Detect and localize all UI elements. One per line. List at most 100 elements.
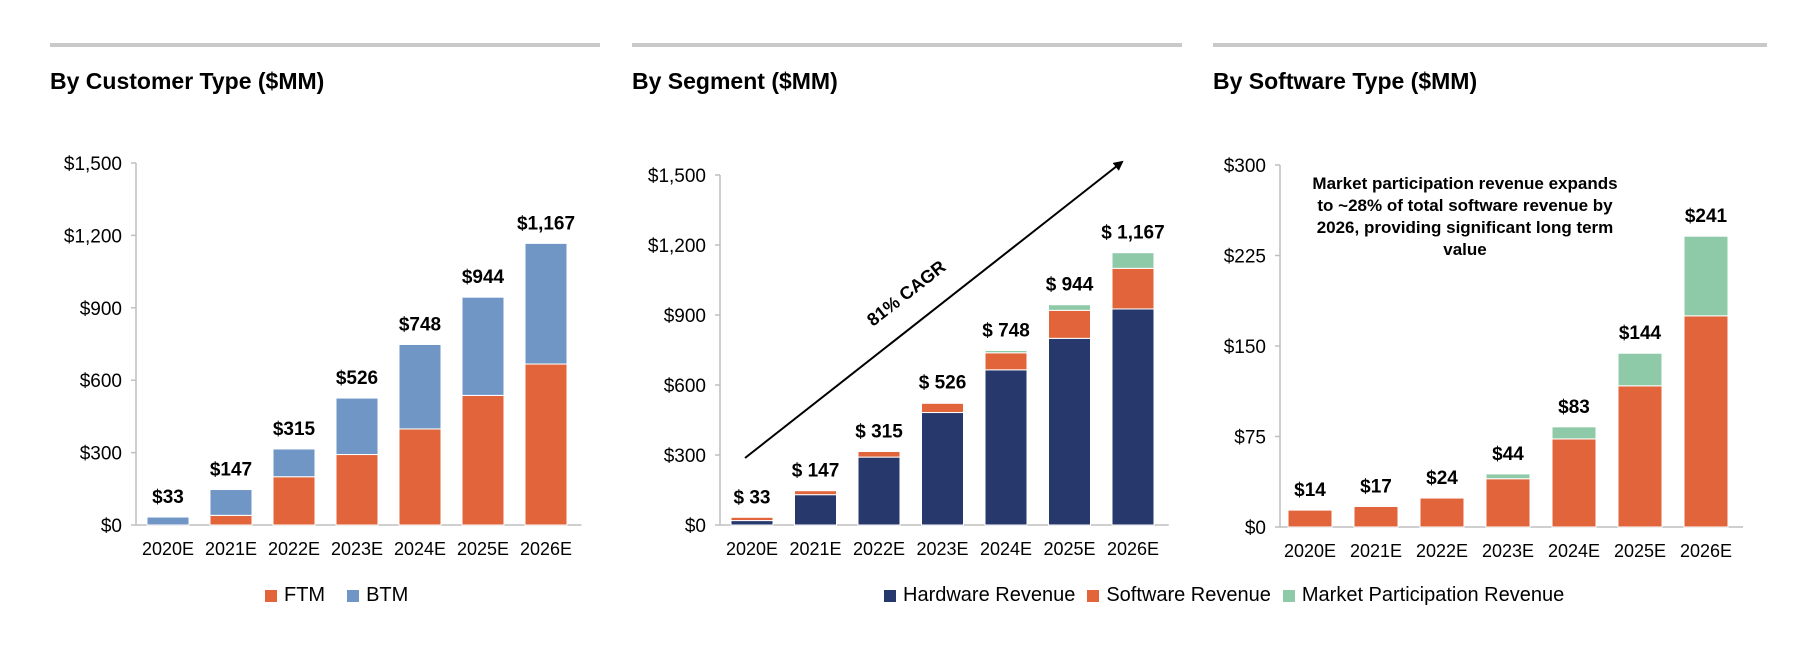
legend-item-hardware: Hardware Revenue bbox=[884, 584, 1075, 607]
legend-label-software: Software Revenue bbox=[1106, 584, 1271, 606]
bar-segment-btm bbox=[146, 516, 190, 526]
x-tick-label: 2020E bbox=[142, 539, 194, 559]
bar-total-label: $ 526 bbox=[919, 372, 967, 393]
bar-segment-software-revenue bbox=[1419, 497, 1465, 528]
bar-segment-btm bbox=[335, 397, 379, 456]
bar-segment-software-revenue bbox=[730, 516, 774, 522]
y-tick-label: $1,500 bbox=[64, 154, 122, 175]
bar-total-label: $ 1,167 bbox=[1101, 223, 1164, 244]
bar-total-label: $748 bbox=[399, 314, 441, 335]
bar-segment-ftm bbox=[398, 428, 442, 526]
x-tick-label: 2024E bbox=[1548, 541, 1600, 561]
y-tick-label: $300 bbox=[1224, 156, 1266, 177]
bar-segment-btm bbox=[209, 489, 253, 516]
panel1-title: By Customer Type ($MM) bbox=[50, 68, 325, 94]
y-tick-label: $75 bbox=[1234, 428, 1266, 449]
bar-total-label: $944 bbox=[462, 267, 505, 288]
panel3-title: By Software Type ($MM) bbox=[1213, 68, 1478, 94]
chart-customer-type: $0 $300 $600 $900 $1,200 $1,500 $33 2020E $147 20… bbox=[64, 154, 582, 559]
x-tick-label: 2021E bbox=[205, 539, 257, 559]
x-tick-label: 2025E bbox=[1043, 539, 1095, 559]
bar-total-label: $83 bbox=[1558, 397, 1590, 418]
panel1-top-rule bbox=[50, 43, 600, 47]
bar-segment-btm bbox=[461, 296, 505, 396]
bar-segment-market-participation-revenue bbox=[1617, 352, 1663, 387]
bar-total-label: $14 bbox=[1294, 480, 1326, 501]
panel2-title: By Segment ($MM) bbox=[632, 68, 838, 94]
legend-swatch-ftm bbox=[265, 589, 277, 602]
x-tick-label: 2023E bbox=[916, 539, 968, 559]
bar-segment-software-revenue bbox=[794, 490, 837, 496]
y-tick-label: $900 bbox=[80, 299, 122, 320]
bar-segment-software-revenue bbox=[1048, 309, 1091, 339]
bar-segment-software-revenue bbox=[1683, 315, 1729, 528]
x-tick-label: 2024E bbox=[980, 539, 1032, 559]
legend-item-btm: BTM bbox=[347, 584, 408, 607]
panel2-top-rule bbox=[632, 43, 1182, 47]
bar-segment-hardware-revenue bbox=[1111, 308, 1155, 526]
bar-segment-software-revenue bbox=[1485, 478, 1531, 528]
bar-segment-btm bbox=[272, 448, 316, 478]
bar-total-label: $147 bbox=[210, 460, 252, 481]
bar-total-label: $17 bbox=[1360, 476, 1392, 497]
bar-segment-market-participation-revenue bbox=[1551, 426, 1597, 440]
bar-total-label: $241 bbox=[1685, 206, 1728, 227]
x-tick-label: 2022E bbox=[853, 539, 905, 559]
y-tick-label: $225 bbox=[1224, 247, 1266, 268]
bar-segment-ftm bbox=[524, 363, 568, 526]
legend-item-market: Market Participation Revenue bbox=[1282, 584, 1565, 607]
x-tick-label: 2021E bbox=[1350, 541, 1402, 561]
y-tick-label: $1,500 bbox=[648, 166, 706, 187]
y-tick-label: $600 bbox=[80, 371, 122, 392]
bar-total-label: $33 bbox=[152, 487, 184, 508]
x-tick-label: 2026E bbox=[1107, 539, 1159, 559]
bar-segment-software-revenue bbox=[921, 402, 964, 414]
bar-segment-software-revenue bbox=[984, 352, 1028, 371]
bar-total-label: $44 bbox=[1492, 444, 1524, 465]
x-tick-label: 2026E bbox=[1680, 541, 1732, 561]
bar-segment-software-revenue bbox=[1287, 509, 1333, 528]
bar-total-label: $1,167 bbox=[517, 213, 575, 234]
bar-total-label: $315 bbox=[273, 419, 316, 440]
chart-segment: $0 $300 $600 $900 $1,200 $1,500 $ 33 2020E $ 147… bbox=[648, 166, 1169, 559]
legend-swatch-software bbox=[1087, 589, 1100, 602]
cagr-label: 81% CAGR bbox=[863, 256, 949, 330]
panel3-top-rule bbox=[1213, 43, 1767, 47]
bar-segment-ftm bbox=[335, 454, 379, 526]
bar-segment-btm bbox=[398, 343, 442, 430]
bar-segment-hardware-revenue bbox=[794, 494, 837, 526]
x-tick-label: 2022E bbox=[268, 539, 320, 559]
bar-segment-ftm bbox=[272, 476, 316, 526]
bar-segment-market-participation-revenue bbox=[921, 401, 964, 404]
y-tick-label: $600 bbox=[664, 376, 706, 397]
bar-segment-hardware-revenue bbox=[857, 456, 901, 526]
y-tick-label: $300 bbox=[80, 444, 122, 465]
bar-segment-market-participation-revenue bbox=[1111, 252, 1155, 269]
x-tick-label: 2025E bbox=[457, 539, 509, 559]
bar-segment-software-revenue bbox=[1617, 385, 1663, 528]
x-tick-label: 2020E bbox=[1284, 541, 1336, 561]
y-tick-label: $1,200 bbox=[64, 226, 122, 247]
bar-segment-ftm bbox=[209, 514, 253, 526]
y-tick-label: $150 bbox=[1224, 337, 1266, 358]
legend-label-btm: BTM bbox=[366, 584, 409, 606]
legend-item-software: Software Revenue bbox=[1087, 584, 1271, 607]
bar-total-label: $ 315 bbox=[855, 422, 903, 443]
x-tick-label: 2023E bbox=[331, 539, 383, 559]
x-tick-label: 2022E bbox=[1416, 541, 1468, 561]
legend-segment: Hardware Revenue Software Revenue Market… bbox=[884, 584, 1564, 607]
x-tick-label: 2024E bbox=[394, 539, 446, 559]
bar-segment-software-revenue bbox=[1353, 505, 1399, 528]
legend-swatch-market bbox=[1282, 589, 1295, 602]
software-type-annotation: Market participation revenue expands to … bbox=[1312, 174, 1618, 259]
bar-total-label: $ 748 bbox=[982, 320, 1030, 341]
bar-segment-software-revenue bbox=[1111, 267, 1155, 310]
legend-label-ftm: FTM bbox=[284, 584, 326, 606]
bar-segment-hardware-revenue bbox=[921, 412, 964, 526]
x-tick-label: 2021E bbox=[789, 539, 841, 559]
bar-segment-hardware-revenue bbox=[984, 369, 1028, 526]
y-tick-label: $300 bbox=[664, 446, 706, 467]
legend-label-market: Market Participation Revenue bbox=[1301, 584, 1565, 606]
bar-total-label: $526 bbox=[336, 368, 378, 389]
